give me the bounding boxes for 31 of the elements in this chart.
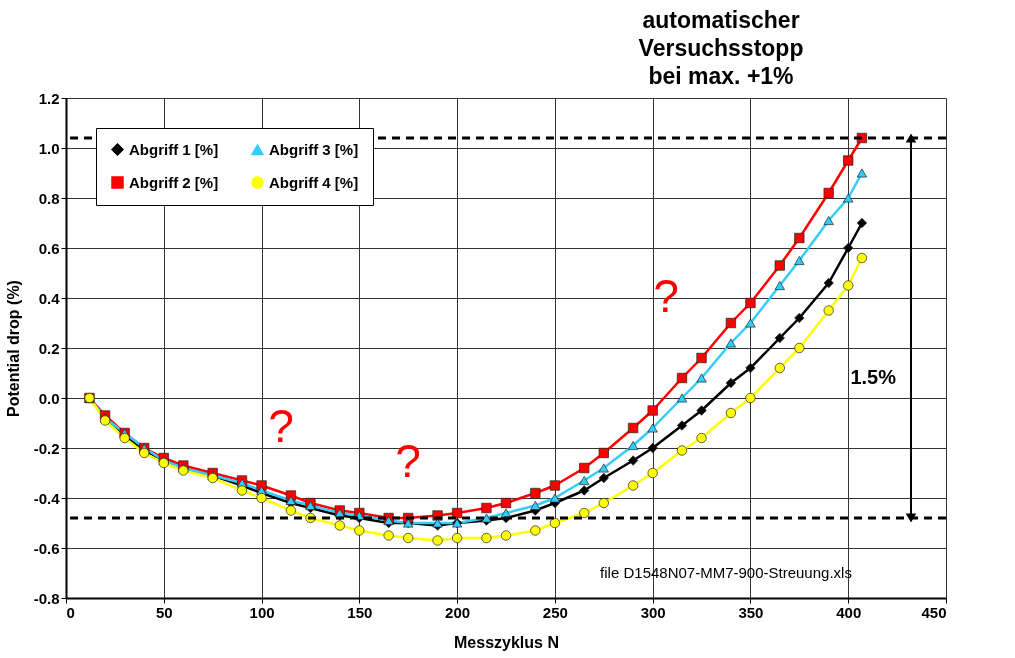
legend-label: Abgriff 3 [%] [269,140,359,158]
x-tick-label: 450 [921,603,947,621]
y-axis-title: Potential drop (%) [4,280,22,417]
y-tick-label: 0.0 [38,389,60,407]
legend-label: Abgriff 2 [%] [129,173,219,191]
legend-label: Abgriff 1 [%] [129,140,219,158]
x-tick-label: 50 [155,603,173,621]
x-tick-label: 250 [542,603,568,621]
x-tick-label: 400 [836,603,862,621]
x-tick-label: 200 [445,603,471,621]
annotation: ? [395,435,421,487]
y-tick-label: 1.0 [38,139,60,157]
x-tick-label: 0 [66,603,75,621]
annotation: 1.5% [850,366,897,388]
x-tick-label: 350 [738,603,764,621]
annotation: ? [268,400,294,452]
legend-label: Abgriff 4 [%] [269,173,359,191]
y-tick-label: 0.4 [38,289,61,307]
y-tick-label: 0.8 [38,189,60,207]
y-tick-label: -0.4 [33,489,61,507]
y-tick-label: 1.2 [38,89,60,107]
text: automatischer Versuchsstopp bei max. +1% [638,7,804,89]
x-axis-title: Messzyklus N [454,633,559,651]
x-tick-label: 300 [640,603,666,621]
y-tick-label: -0.2 [33,439,60,457]
x-tick-label: 100 [249,603,275,621]
y-tick-label: 0.6 [38,239,60,257]
y-tick-label: 0.2 [38,339,60,357]
y-tick-label: -0.6 [33,539,60,557]
y-tick-label: -0.8 [33,589,60,607]
x-tick-label: 150 [347,603,373,621]
